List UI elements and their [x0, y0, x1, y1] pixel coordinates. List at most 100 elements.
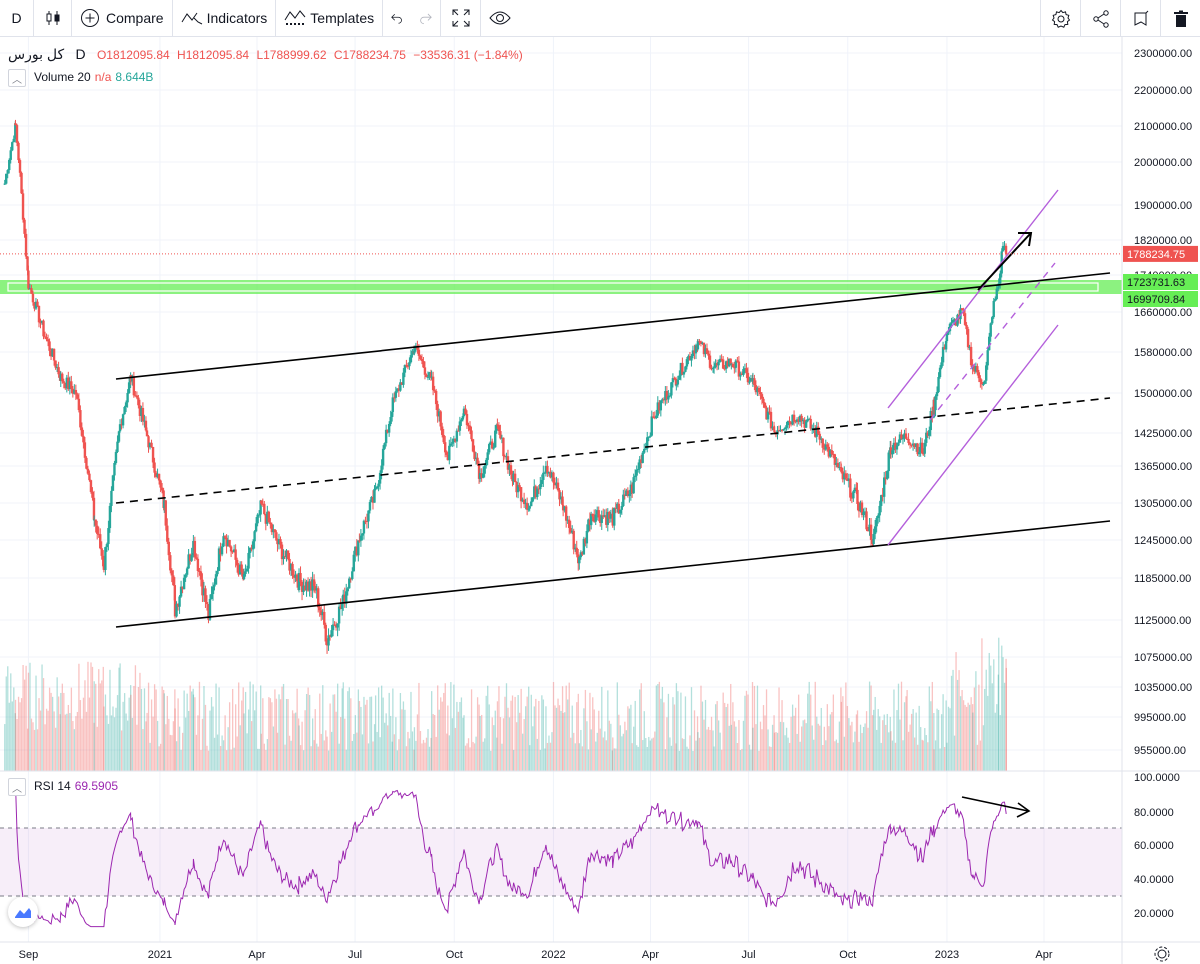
fullscreen-button[interactable] — [441, 0, 482, 37]
top-toolbar: D Compare Indicators Templates — [0, 0, 1200, 37]
volume-bar — [112, 706, 114, 771]
volume-bar — [180, 749, 182, 771]
volume-bar — [630, 704, 632, 771]
volume-bar — [982, 725, 985, 771]
volume-bar — [301, 721, 303, 771]
volume-bar — [707, 726, 710, 771]
candle-body — [460, 419, 463, 422]
settings-button[interactable] — [1040, 0, 1080, 37]
volume-bar — [624, 721, 626, 771]
volume-bar — [459, 702, 461, 771]
redo-button[interactable] — [411, 0, 442, 37]
volume-bar — [54, 727, 57, 771]
snapshot-button[interactable] — [1120, 0, 1160, 37]
support-zone — [0, 280, 1122, 294]
candle-body — [100, 548, 103, 556]
templates-button[interactable]: Templates — [276, 0, 384, 37]
last-price-tag: 1788234.75 — [1123, 245, 1198, 262]
candle-body — [102, 566, 106, 571]
candle-body — [182, 577, 186, 590]
volume-bar — [515, 722, 518, 771]
candle-body — [121, 414, 125, 426]
candle-body — [403, 365, 407, 373]
candle-body — [489, 441, 492, 445]
eye-icon — [489, 11, 511, 25]
candle-body — [678, 375, 681, 380]
volume-bar — [689, 735, 691, 771]
candle-body — [318, 607, 321, 611]
volume-bar — [330, 731, 333, 771]
candle-body — [838, 467, 841, 469]
candle-body — [559, 496, 563, 500]
volume-bar — [96, 726, 98, 771]
candle-body — [922, 453, 925, 455]
candle-body — [315, 588, 318, 591]
delete-button[interactable] — [1160, 0, 1200, 37]
volume-bar — [530, 694, 532, 771]
indicators-button[interactable]: Indicators — [173, 0, 277, 37]
rsi-legend[interactable]: RSI 14 69.5905 — [34, 779, 118, 793]
candle-body — [1004, 245, 1008, 253]
undo-button[interactable] — [383, 0, 411, 37]
candle-body — [39, 322, 42, 324]
volume-bar — [622, 733, 625, 771]
candle-body — [478, 473, 482, 479]
candle-body — [222, 536, 225, 547]
volume-bar — [431, 691, 433, 771]
candle-body — [506, 456, 510, 470]
volume-bar — [502, 718, 505, 771]
candle-body — [807, 418, 811, 420]
chart-fab-button[interactable] — [8, 897, 38, 927]
volume-bar — [862, 726, 865, 771]
candle-body — [746, 372, 750, 383]
candle-body — [792, 414, 796, 422]
collapse-legend-button[interactable]: ︿ — [8, 69, 26, 87]
candle-body — [176, 603, 180, 607]
volume-legend[interactable]: Volume 20 n/a 8.644B — [34, 70, 153, 84]
candle-body — [320, 610, 323, 616]
interval-button[interactable]: D — [0, 0, 34, 37]
candle-body — [889, 447, 893, 455]
share-button[interactable] — [1080, 0, 1120, 37]
volume-bar — [305, 694, 308, 771]
candle-body — [895, 445, 899, 450]
volume-bar — [576, 702, 578, 771]
volume-bar — [627, 706, 629, 771]
candle-body — [137, 397, 140, 406]
price-candles — [3, 119, 1008, 654]
candle-body — [273, 529, 277, 533]
candle-body — [214, 574, 218, 585]
candle-body — [721, 359, 725, 369]
volume-bar — [578, 743, 581, 771]
legend-low: L1788999.62 — [256, 48, 327, 62]
candle-body — [691, 350, 695, 357]
volume-bar — [571, 705, 573, 771]
chart-type-button[interactable] — [34, 0, 72, 37]
candle-body — [581, 552, 584, 555]
volume-bar — [700, 685, 702, 771]
volume-bar — [323, 740, 325, 771]
volume-bar — [175, 741, 178, 771]
symbol-name[interactable]: کل بورس — [8, 46, 65, 62]
compare-button[interactable]: Compare — [72, 0, 173, 37]
legend-change: −33536.31 (−1.84%) — [413, 48, 523, 62]
candle-body — [345, 591, 348, 604]
rsi-collapse-button[interactable]: ︿ — [8, 778, 26, 796]
breakout-arrow-head — [1018, 232, 1033, 247]
volume-bar — [807, 693, 809, 771]
volume-bar — [755, 724, 757, 771]
volume-bar — [663, 702, 665, 771]
volume-bar — [153, 684, 156, 771]
volume-bar — [421, 743, 423, 771]
hide-drawings-button[interactable] — [481, 0, 519, 37]
volume-bar — [194, 697, 196, 771]
candle-body — [608, 512, 611, 519]
volume-bar — [546, 742, 549, 771]
volume-bar — [304, 710, 306, 771]
volume-bar — [354, 715, 356, 771]
volume-bar — [855, 714, 858, 771]
purple-channel-lower — [887, 324, 1059, 546]
volume-bar — [72, 721, 74, 771]
volume-bar — [308, 694, 311, 771]
